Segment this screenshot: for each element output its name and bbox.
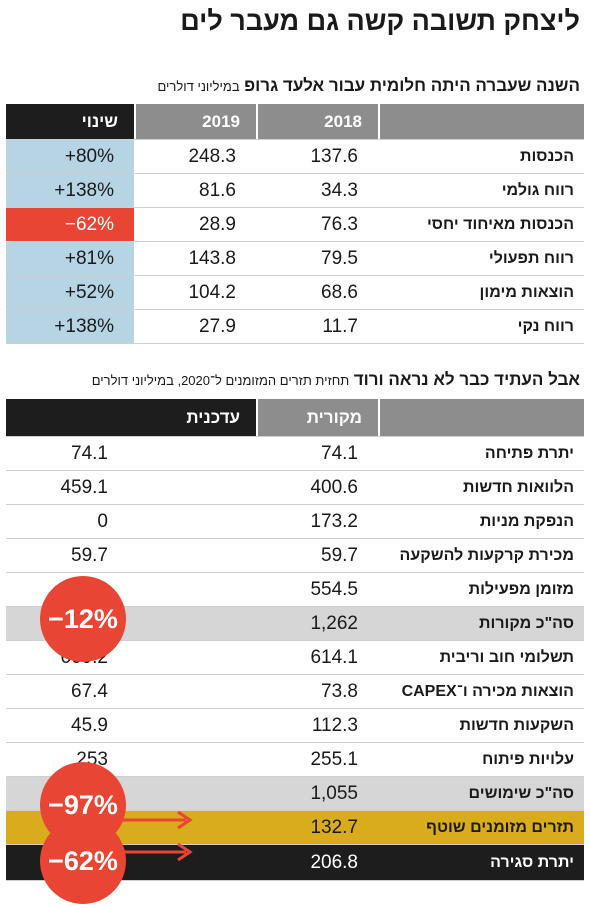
table-row: הוצאות מכירה ו־CAPEX 73.8 67.4 [6,675,584,709]
table-row: הכנסות מאיחוד יחסי 76.3 28.9 −62% [6,208,584,242]
row-label: מזומן מפעילות [468,580,574,598]
table-row: רווח גולמי 34.3 81.6 +138% [6,174,584,208]
table1-subtitle-unit: במיליוני דולרים [157,79,240,94]
page-title: ליצחק תשובה קשה גם מעבר לים [180,6,580,36]
table-row: הכנסות 137.6 248.3 +80% [6,140,584,174]
table-row: הלוואות חדשות 400.6 459.1 [6,471,584,505]
table-row: השקעות חדשות 112.3 45.9 [6,709,584,743]
original-value: 132.7 [310,816,358,838]
original-value: 73.8 [321,680,358,702]
row-label: השקעות חדשות [459,716,574,734]
income-header-label-cell [378,104,584,139]
value-2019: 143.8 [188,247,236,269]
table1-subtitle-bold: השנה שעברה היתה חלומית עבור אלעד גרופ [244,76,580,95]
cashflow-table: מקורית עדכנית יתרת פתיחה 74.1 74.1 הלוואות … [6,399,584,881]
value-2019: 104.2 [188,281,236,303]
row-label: הוצאות מימון [479,283,574,301]
row-label: סה"כ שימושים [468,784,574,802]
value-2019: 81.6 [199,179,236,201]
change-value: +52% [6,276,134,309]
table-row: רווח תפעולי 79.5 143.8 +81% [6,242,584,276]
change-value: +138% [6,310,134,343]
original-value: 112.3 [311,714,358,736]
income-header-2018: 2018 [256,104,378,139]
change-value: +80% [6,140,134,173]
row-label: הוצאות מכירה ו־CAPEX [401,682,574,700]
sources-change-badge: −12% [40,576,126,662]
table-row: רווח נקי 11.7 27.9 +138% [6,310,584,344]
closing-arrow-icon [122,842,193,862]
updated-value: 67.4 [71,680,108,702]
table-row: יתרת פתיחה 74.1 74.1 [6,437,584,471]
updated-value: 669.2 [6,641,256,674]
table1-subtitle: השנה שעברה היתה חלומית עבור אלעד גרופ במ… [8,76,580,96]
table-row: הנפקת מניות 173.2 0 [6,505,584,539]
row-label: רווח גולמי [501,181,574,199]
original-value: 173.2 [310,510,358,532]
original-value: 400.6 [310,476,358,498]
row-label: תזרים מזומנים שוטף [426,818,574,836]
value-2019: 28.9 [199,213,236,235]
updated-value: 0 [97,510,108,532]
value-2019: 27.9 [199,315,236,337]
change-value: +138% [6,174,134,207]
value-2018: 34.3 [321,179,358,201]
change-value: −62% [6,208,134,241]
row-label: רווח תפעולי [488,249,574,267]
change-value: +81% [6,242,134,275]
row-label: יתרת סגירה [490,853,574,871]
row-label: הלוואות חדשות [463,478,574,496]
original-value: 59.7 [321,544,358,566]
row-label: רווח נקי [517,317,574,335]
original-value: 74.1 [321,442,358,464]
income-table-body: הכנסות 137.6 248.3 +80% רווח גולמי 34.3 81.6 +1… [6,140,584,344]
row-label: יתרת פתיחה [484,444,574,462]
updated-value: 45.9 [71,714,108,736]
table-row: הוצאות מימון 68.6 104.2 +52% [6,276,584,310]
value-2019: 248.3 [188,145,236,167]
income-header-2019: 2019 [134,104,256,139]
income-table: 2018 2019 שינוי הכנסות 137.6 248.3 +80% רווח… [6,104,584,344]
updated-value: 74.1 [71,442,108,464]
cashflow-header-original: מקורית [256,399,378,436]
row-label: סה"כ מקורות [479,614,574,632]
updated-value: 253 [76,748,108,770]
row-label: הנפקת מניות [479,512,574,530]
row-label: הכנסות מאיחוד יחסי [426,215,574,233]
original-value: 1,262 [310,612,358,634]
updated-value: 59.7 [71,544,108,566]
row-label: הכנסות [519,147,574,165]
cashflow-arrow-icon [122,810,193,830]
cashflow-table-header: מקורית עדכנית [6,399,584,437]
cashflow-header-label-cell [378,399,584,436]
original-value: 206.8 [310,851,358,873]
value-2018: 68.6 [321,281,358,303]
row-label: מכירת קרקעות להשקעה [399,546,574,564]
updated-value: 459.1 [60,476,108,498]
original-value: 255.1 [310,748,358,770]
income-header-change: שינוי [6,104,134,139]
income-table-header: 2018 2019 שינוי [6,104,584,140]
original-value: 614.1 [310,646,358,668]
closing-change-badge: −62% [40,818,126,904]
original-value: 1,055 [310,782,358,804]
table2-subtitle-bold: אבל העתיד כבר לא נראה ורוד [353,370,580,389]
table-row: מכירת קרקעות להשקעה 59.7 59.7 [6,539,584,573]
value-2018: 76.3 [321,213,358,235]
value-2018: 11.7 [322,315,358,337]
row-label: עלויות פיתוח [482,750,574,768]
value-2018: 137.6 [310,145,358,167]
cashflow-table-body: יתרת פתיחה 74.1 74.1 הלוואות חדשות 400.6 459.… [6,437,584,881]
original-value: 554.5 [310,578,358,600]
table2-subtitle: אבל העתיד כבר לא נראה ורוד תחזית תזרים ה… [8,370,580,390]
table2-subtitle-unit: תחזית תזרים המזומנים ל־2020, במיליוני דו… [91,373,350,388]
row-label: תשלומי חוב וריבית [439,648,574,666]
cashflow-header-updated: עדכנית [6,399,256,436]
value-2018: 79.5 [321,247,358,269]
